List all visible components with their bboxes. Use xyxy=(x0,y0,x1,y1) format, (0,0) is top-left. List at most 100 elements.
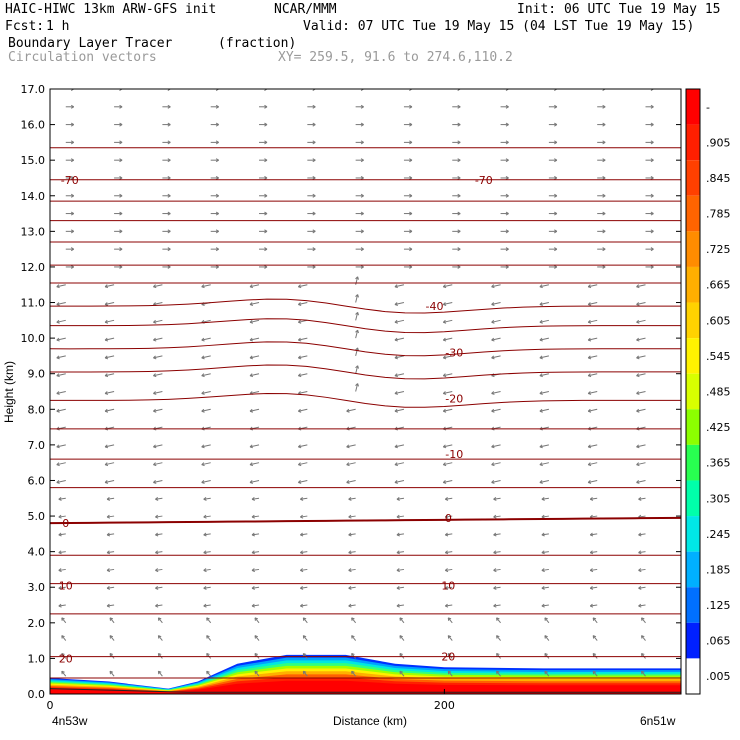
vector-arrow xyxy=(61,670,67,677)
vector-arrow xyxy=(641,653,646,659)
vector-head xyxy=(61,617,65,621)
vector-head xyxy=(300,603,304,608)
vector-head xyxy=(297,302,302,306)
vector-arrow xyxy=(203,533,211,536)
vector-head xyxy=(104,373,109,378)
vector-head xyxy=(201,355,205,360)
vector-head xyxy=(201,373,205,378)
x-axis: 0 200 xyxy=(47,689,455,712)
vector-arrow xyxy=(493,497,501,500)
vector-head xyxy=(442,462,447,467)
vector-arrow xyxy=(590,497,598,500)
vector-head xyxy=(70,211,75,216)
vector-head xyxy=(249,319,254,324)
vector-head xyxy=(491,444,495,449)
vector-head xyxy=(312,193,316,198)
vector-head xyxy=(444,532,449,537)
vector-head xyxy=(493,532,497,537)
vector-head xyxy=(351,670,355,675)
vector-head xyxy=(505,122,509,127)
vector-head xyxy=(106,603,111,608)
colorbar-swatch xyxy=(686,89,700,125)
vector-head xyxy=(215,211,219,216)
vector-arrow xyxy=(443,355,453,359)
vector-head xyxy=(351,635,355,639)
vector-arrow xyxy=(61,617,67,624)
vector-head xyxy=(249,373,254,378)
vector-arrow xyxy=(443,462,453,466)
vector-arrow xyxy=(351,670,357,677)
vector-head xyxy=(554,211,558,216)
vector-head xyxy=(153,319,157,324)
vector-arrow xyxy=(203,568,211,571)
vector-head xyxy=(602,158,606,163)
colorbar-swatch xyxy=(686,622,700,659)
vector-arrow xyxy=(201,408,211,412)
vector-head xyxy=(249,462,254,467)
vector-head xyxy=(587,319,592,324)
vector-arrow xyxy=(251,533,260,536)
vector-head xyxy=(396,514,400,519)
vector-arrow xyxy=(493,515,501,518)
vector-arrow xyxy=(153,284,163,288)
vector-head xyxy=(56,337,60,342)
vector-head xyxy=(153,373,157,378)
y-tick-label: 9.0 xyxy=(28,368,46,381)
vector-arrow xyxy=(539,355,549,359)
vector-arrow xyxy=(544,617,550,624)
vector-arrow xyxy=(539,337,549,341)
vector-head xyxy=(251,585,255,590)
vector-arrow xyxy=(298,373,308,377)
vector-head xyxy=(602,247,606,252)
vector-arrow xyxy=(394,302,405,306)
vector-head xyxy=(554,247,558,252)
vector-head xyxy=(70,122,75,127)
vector-arrow xyxy=(539,373,549,377)
vector-head xyxy=(638,550,642,555)
vector-head xyxy=(106,496,111,501)
vector-arrow xyxy=(254,635,260,641)
vector-arrow xyxy=(107,568,115,571)
vector-arrow xyxy=(590,533,598,536)
vector-arrow xyxy=(153,373,163,377)
y-tick-label: 6.0 xyxy=(28,474,46,487)
vector-arrow xyxy=(493,586,501,589)
xy-range: XY= 259.5, 91.6 to 274.6,110.2 xyxy=(278,50,513,65)
vector-head xyxy=(348,568,352,573)
vector-head xyxy=(70,140,75,145)
vector-head xyxy=(602,122,606,127)
vector-head xyxy=(58,603,62,608)
vector-head xyxy=(505,158,509,163)
vector-head xyxy=(360,229,364,234)
vector-arrow xyxy=(541,551,549,554)
vector-head xyxy=(394,337,398,342)
colorbar-label: .665 xyxy=(706,279,731,292)
isotherm-label: -30 xyxy=(445,346,463,359)
vector-arrow xyxy=(396,515,405,518)
vector-head xyxy=(56,302,60,306)
y-tick-label: 13.0 xyxy=(21,225,46,238)
vector-arrow xyxy=(104,408,115,412)
y-tick-label: 8.0 xyxy=(28,403,46,416)
vector-arrow xyxy=(445,515,453,518)
vector-head xyxy=(264,104,268,109)
vector-head xyxy=(355,329,359,334)
vector-arrow xyxy=(588,479,598,483)
vector-head xyxy=(409,211,413,216)
vector-head xyxy=(312,122,316,127)
y-tick-label: 12.0 xyxy=(21,261,46,274)
vector-arrow xyxy=(399,653,405,659)
vector-head xyxy=(587,444,592,449)
vector-head xyxy=(650,140,654,145)
vector-arrow xyxy=(56,462,66,466)
valid-time: Valid: 07 UTC Tue 19 May 15 (04 LST Tue … xyxy=(303,19,695,34)
vector-head xyxy=(249,337,254,342)
vector-head xyxy=(589,585,594,590)
vector-head xyxy=(360,104,364,109)
vector-arrow xyxy=(491,391,501,394)
vector-head xyxy=(544,670,548,675)
vector-head xyxy=(58,532,62,537)
vector-head xyxy=(444,585,449,590)
vector-arrow xyxy=(491,337,501,341)
